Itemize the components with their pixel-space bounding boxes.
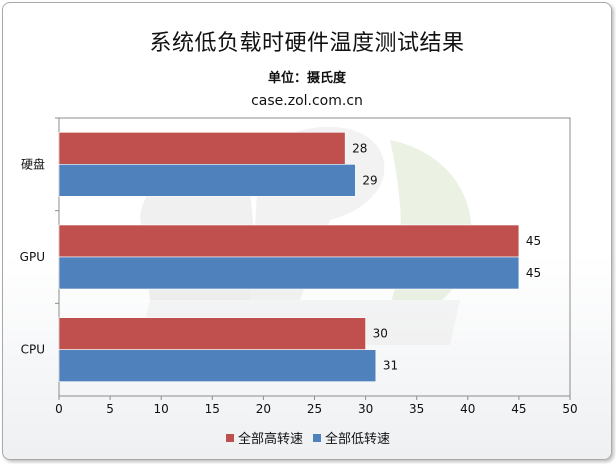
data-label: 29 [362, 173, 377, 187]
data-label: 28 [352, 141, 367, 155]
data-label: 45 [526, 266, 541, 280]
legend: 全部高转速 全部低转速 [0, 428, 616, 447]
legend-item-low-speed: 全部低转速 [313, 428, 390, 447]
legend-label-low-speed: 全部低转速 [325, 432, 391, 447]
x-tick-label: 25 [307, 402, 322, 416]
plot-area: 0 5 10 15 20 25 30 35 40 45 50 硬盘 28 29 GPU 45 45 CPU 30 31 [20, 117, 578, 416]
legend-swatch-high-speed [225, 433, 234, 442]
x-tick-label: 15 [205, 402, 220, 416]
bar-low-speed [58, 164, 356, 197]
legend-item-high-speed: 全部高转速 [225, 428, 303, 447]
x-tick-label: 50 [562, 402, 577, 416]
bar-low-speed [58, 349, 377, 382]
data-label: 45 [526, 234, 541, 248]
bar-high-speed [58, 224, 520, 258]
legend-swatch-low-speed [313, 433, 321, 442]
x-tick-label: 5 [106, 402, 114, 416]
x-tick-label: 45 [511, 402, 526, 416]
data-label: 31 [383, 359, 398, 373]
chart-source: case.zol.com.cn [251, 93, 363, 109]
x-tick-label: 10 [154, 402, 169, 416]
x-tick-label: 20 [256, 402, 271, 416]
bar-high-speed [58, 132, 346, 165]
data-label: 30 [373, 327, 388, 341]
category-label: 硬盘 [21, 156, 45, 171]
bar-high-speed [58, 317, 366, 350]
chart-title: 系统低负载时硬件温度测试结果 [149, 31, 465, 56]
x-tick-label: 35 [409, 402, 424, 416]
category-label: CPU [21, 343, 45, 357]
category-label: GPU [20, 250, 45, 264]
legend-label-high-speed: 全部高转速 [237, 432, 303, 447]
bar-low-speed [58, 256, 520, 290]
x-tick-label: 0 [55, 402, 63, 416]
chart-subtitle: 单位：摄氏度 [267, 71, 346, 86]
x-tick-label: 30 [358, 402, 373, 416]
x-tick-label: 40 [460, 402, 475, 416]
